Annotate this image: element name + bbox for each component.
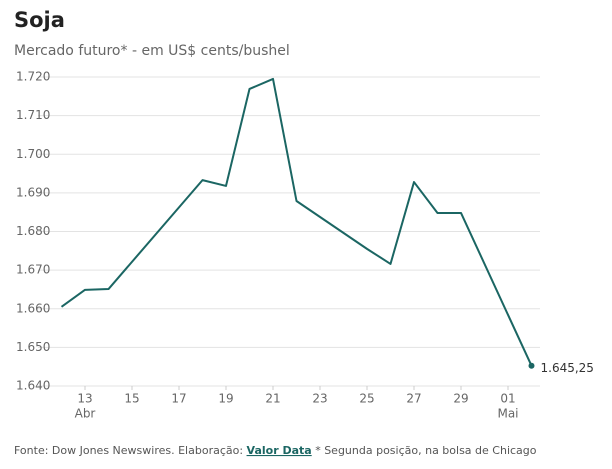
source: Fonte: Dow Jones Newswires. Elaboração: … (14, 444, 537, 457)
series-line (60, 77, 533, 367)
source-note: * Segunda posição, na bolsa de Chicago (312, 444, 537, 457)
y-tick-label: 1.700 (16, 147, 50, 161)
chart-subtitle: Mercado futuro* - em US$ cents/bushel (14, 43, 290, 59)
x-tick-label: 27 (406, 392, 421, 406)
y-tick-label: 1.660 (16, 301, 50, 315)
y-tick-label: 1.650 (16, 340, 50, 354)
chart-title: Soja (14, 8, 65, 32)
y-tick-label: 1.710 (16, 108, 50, 122)
y-tick-label: 1.670 (16, 263, 50, 277)
x-tick-label: 29 (453, 392, 468, 406)
y-tick-label: 1.680 (16, 224, 50, 238)
y-tick-label: 1.720 (16, 70, 50, 84)
month-label: Abr (75, 407, 96, 421)
end-point (528, 362, 535, 369)
x-tick-label: 17 (171, 392, 186, 406)
x-tick-label: 01 (500, 392, 515, 406)
x-tick-label: 25 (359, 392, 374, 406)
month-label: Mai (497, 407, 518, 421)
x-tick-label: 21 (265, 392, 280, 406)
x-tick-label: 19 (218, 392, 233, 406)
y-tick-label: 1.640 (16, 379, 50, 393)
y-tick-label: 1.690 (16, 185, 50, 199)
x-tick-label: 23 (312, 392, 327, 406)
x-tick-label: 15 (124, 392, 139, 406)
x-tick-label: 13 (77, 392, 92, 406)
value-label: 1.645,25 (541, 361, 594, 375)
source-brand[interactable]: Valor Data (247, 444, 312, 457)
source-prefix: Fonte: Dow Jones Newswires. Elaboração: (14, 444, 247, 457)
